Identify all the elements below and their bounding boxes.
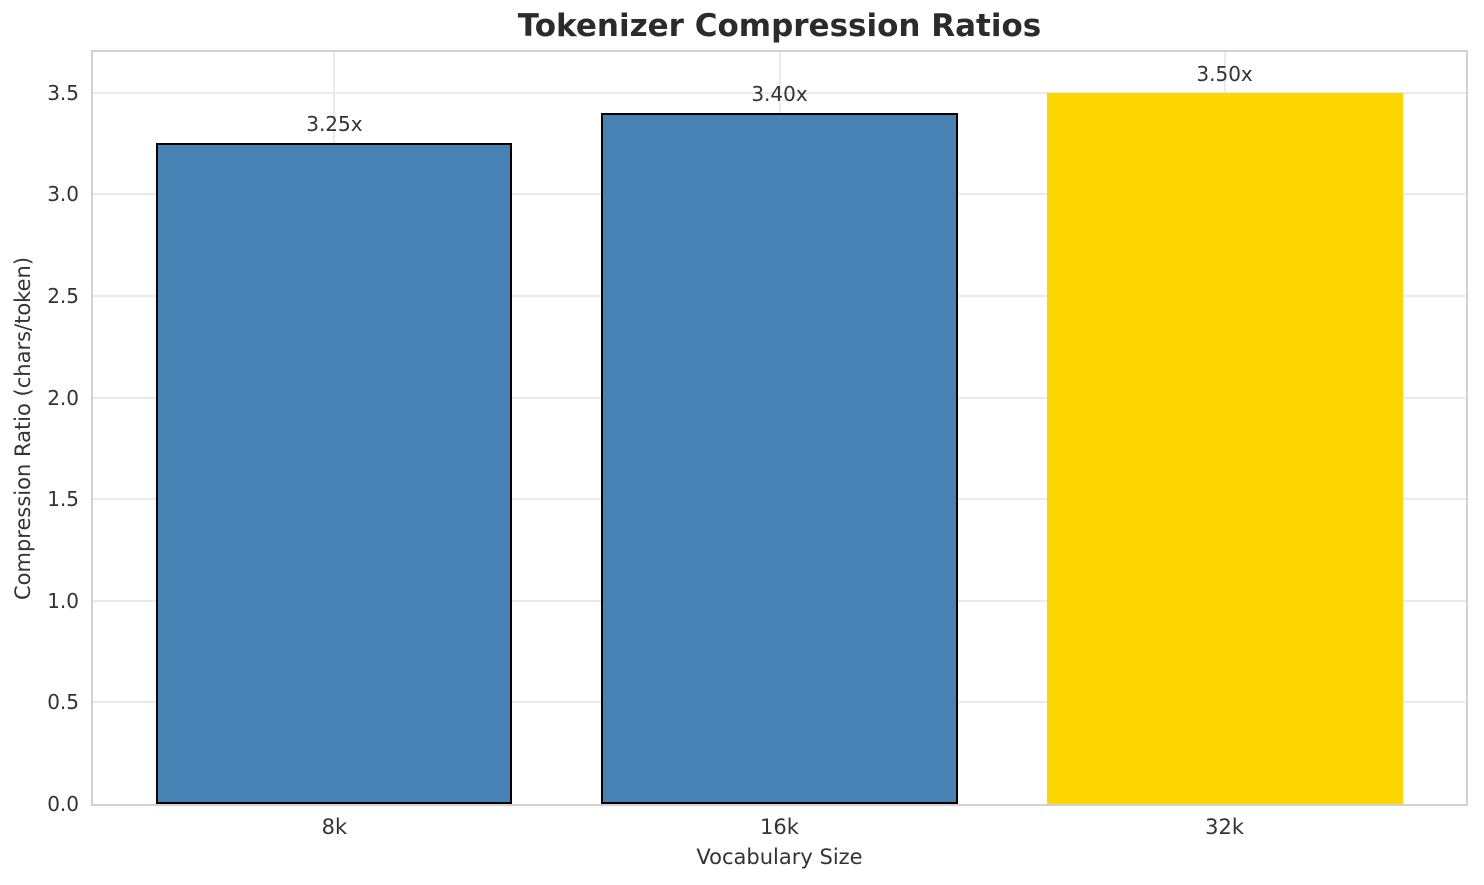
y-tick-label: 2.5 xyxy=(47,283,79,308)
y-tick-label: 1.0 xyxy=(47,588,79,613)
y-axis-label: Compression Ratio (chars/token) xyxy=(11,256,35,600)
bar-value-label: 3.50x xyxy=(1196,61,1253,86)
x-tick-label: 8k xyxy=(321,815,348,839)
bar-16k xyxy=(601,112,958,804)
bar-value-label: 3.40x xyxy=(751,81,808,106)
x-tick-label: 16k xyxy=(760,815,799,839)
x-axis-label: Vocabulary Size xyxy=(696,845,863,869)
bar-8k xyxy=(156,143,513,804)
y-tick-label: 2.0 xyxy=(47,385,79,410)
y-tick-label: 0.5 xyxy=(47,690,79,715)
x-tick-label: 32k xyxy=(1205,815,1245,839)
y-tick-label: 1.5 xyxy=(47,487,79,512)
y-tick-label: 3.0 xyxy=(47,182,79,207)
bar-32k xyxy=(1046,92,1403,804)
plot-area: 0.0 0.5 1.0 1.5 2.0 2.5 3.0 3.5 3.25x 8k 3.40x 16k 3… xyxy=(47,50,1468,839)
y-tick-label: 0.0 xyxy=(47,792,79,816)
y-tick-label: 3.5 xyxy=(47,80,79,105)
bar-value-label: 3.25x xyxy=(306,112,363,137)
chart-title: Tokenizer Compression Ratios xyxy=(517,8,1042,44)
